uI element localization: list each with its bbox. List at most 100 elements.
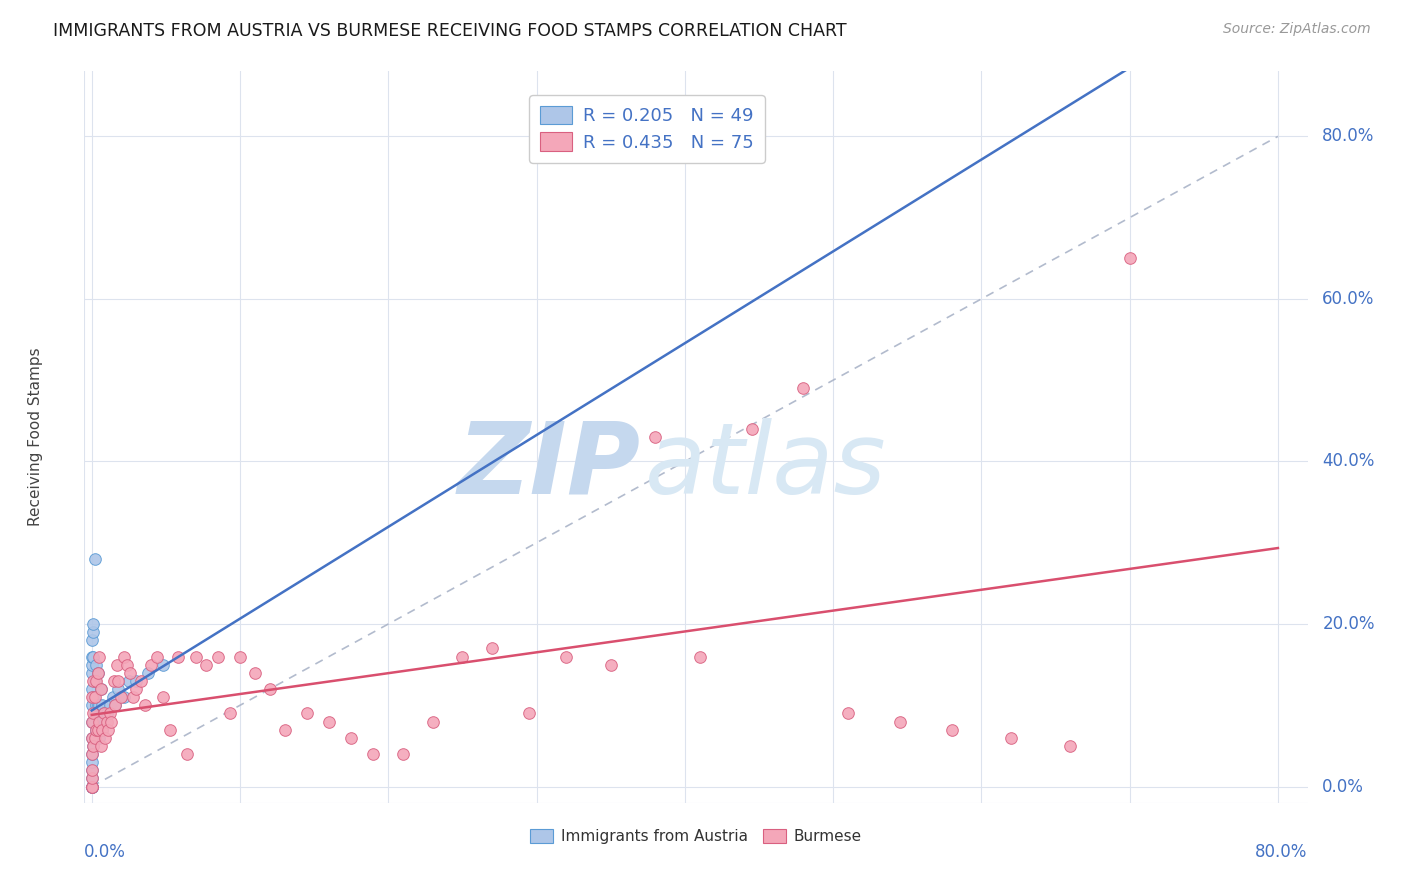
Point bbox=[194, 657, 217, 672]
Point bbox=[86, 665, 108, 680]
Point bbox=[86, 723, 108, 737]
Point bbox=[86, 723, 108, 737]
Point bbox=[90, 714, 112, 729]
Point bbox=[689, 649, 711, 664]
Point bbox=[84, 723, 107, 737]
Point bbox=[644, 430, 666, 444]
Point bbox=[100, 714, 122, 729]
Point bbox=[110, 690, 132, 705]
Text: 80.0%: 80.0% bbox=[1322, 128, 1375, 145]
Point bbox=[82, 690, 104, 705]
Point bbox=[229, 649, 252, 664]
Text: 80.0%: 80.0% bbox=[1256, 843, 1308, 861]
Point bbox=[80, 731, 103, 745]
Point bbox=[139, 657, 162, 672]
Text: 0.0%: 0.0% bbox=[1322, 778, 1364, 796]
Point bbox=[91, 723, 114, 737]
Point bbox=[103, 673, 125, 688]
Point bbox=[84, 657, 107, 672]
Point bbox=[80, 665, 103, 680]
Point bbox=[83, 731, 105, 745]
Point bbox=[98, 706, 121, 721]
Point bbox=[80, 649, 103, 664]
Point bbox=[1000, 731, 1022, 745]
Point bbox=[1118, 252, 1140, 266]
Point bbox=[176, 747, 198, 761]
Point bbox=[83, 731, 105, 745]
Point bbox=[83, 706, 105, 721]
Point bbox=[83, 673, 105, 688]
Point bbox=[451, 649, 474, 664]
Point bbox=[80, 780, 103, 794]
Point bbox=[107, 681, 129, 696]
Text: 60.0%: 60.0% bbox=[1322, 290, 1375, 308]
Point bbox=[80, 731, 103, 745]
Point bbox=[207, 649, 229, 664]
Point bbox=[117, 657, 139, 672]
Point bbox=[941, 723, 963, 737]
Point bbox=[90, 681, 112, 696]
Point bbox=[340, 731, 363, 745]
Point bbox=[218, 706, 240, 721]
Point bbox=[94, 714, 117, 729]
Point bbox=[80, 764, 103, 778]
Point bbox=[91, 723, 114, 737]
Point bbox=[83, 690, 105, 705]
Point bbox=[120, 665, 142, 680]
Text: IMMIGRANTS FROM AUSTRIA VS BURMESE RECEIVING FOOD STAMPS CORRELATION CHART: IMMIGRANTS FROM AUSTRIA VS BURMESE RECEI… bbox=[53, 22, 846, 40]
Point bbox=[152, 690, 174, 705]
Point bbox=[129, 673, 152, 688]
Point bbox=[82, 625, 104, 640]
Point bbox=[104, 698, 127, 713]
Point bbox=[80, 780, 103, 794]
Point bbox=[392, 747, 415, 761]
Point bbox=[82, 739, 104, 753]
Point bbox=[517, 706, 540, 721]
Point bbox=[80, 690, 103, 705]
Text: Source: ZipAtlas.com: Source: ZipAtlas.com bbox=[1223, 22, 1371, 37]
Point bbox=[184, 649, 207, 664]
Point bbox=[89, 714, 111, 729]
Point bbox=[80, 780, 103, 794]
Point bbox=[318, 714, 340, 729]
Point bbox=[82, 617, 104, 632]
Point bbox=[96, 714, 118, 729]
Point bbox=[243, 665, 266, 680]
Point bbox=[104, 698, 127, 713]
Point bbox=[80, 772, 103, 786]
Point bbox=[80, 747, 103, 761]
Point bbox=[555, 649, 578, 664]
Point bbox=[94, 731, 117, 745]
Point bbox=[112, 690, 135, 705]
Point bbox=[82, 714, 104, 729]
Point bbox=[105, 657, 128, 672]
Point bbox=[93, 706, 115, 721]
Point bbox=[273, 723, 295, 737]
Point bbox=[259, 681, 281, 696]
Point bbox=[80, 780, 103, 794]
Point bbox=[792, 381, 814, 395]
Text: Receiving Food Stamps: Receiving Food Stamps bbox=[28, 348, 44, 526]
Point bbox=[136, 665, 159, 680]
Point bbox=[107, 673, 129, 688]
Point bbox=[112, 649, 135, 664]
Point bbox=[166, 649, 188, 664]
Point bbox=[82, 739, 104, 753]
Point bbox=[84, 673, 107, 688]
Legend: Immigrants from Austria, Burmese: Immigrants from Austria, Burmese bbox=[524, 822, 868, 850]
Text: 20.0%: 20.0% bbox=[1322, 615, 1375, 633]
Point bbox=[80, 714, 103, 729]
Point bbox=[82, 706, 104, 721]
Point bbox=[481, 641, 503, 656]
Point bbox=[159, 723, 181, 737]
Point bbox=[80, 747, 103, 761]
Point bbox=[599, 657, 621, 672]
Point bbox=[118, 673, 141, 688]
Point bbox=[90, 681, 112, 696]
Point bbox=[80, 772, 103, 786]
Point bbox=[80, 780, 103, 794]
Point bbox=[89, 649, 111, 664]
Point bbox=[82, 673, 104, 688]
Point bbox=[125, 681, 148, 696]
Point bbox=[89, 698, 111, 713]
